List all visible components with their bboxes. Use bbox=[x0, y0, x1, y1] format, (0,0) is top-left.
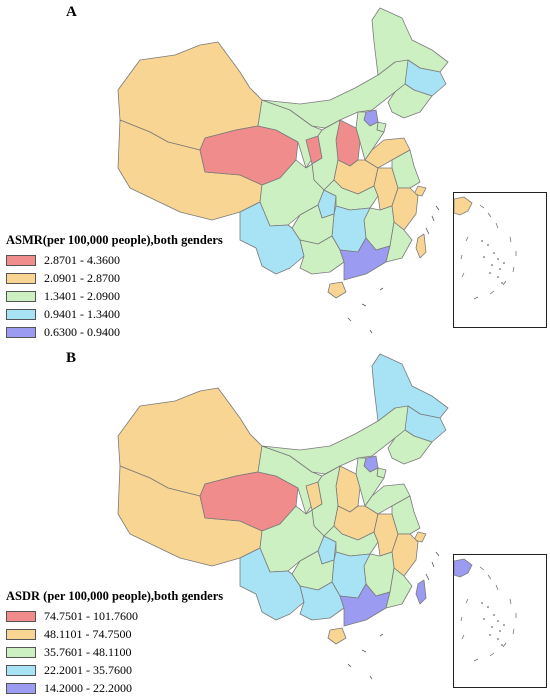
region-jiangsu bbox=[391, 149, 421, 189]
legend-a-swatch bbox=[6, 272, 36, 284]
region-yunnan bbox=[239, 201, 305, 275]
inset-coast-b bbox=[453, 558, 473, 578]
legend-b-swatch bbox=[6, 610, 36, 622]
legend-b-label: 14.2000 - 22.2000 bbox=[44, 680, 132, 695]
panel-b: B ASDR (per 100,000 people),both genders… bbox=[0, 346, 550, 695]
legend-b-label: 22.2001 - 35.7600 bbox=[44, 662, 132, 677]
coastline-island-a1 bbox=[347, 205, 440, 334]
legend-a-title: ASMR(per 100,000 people),both genders bbox=[6, 233, 223, 247]
legend-b-item: 22.2001 - 35.7600 bbox=[6, 662, 223, 678]
china-map-a bbox=[117, 7, 449, 334]
legend-a-label: 0.9401 - 1.3400 bbox=[44, 306, 120, 321]
panel-b-letter: B bbox=[66, 350, 77, 366]
south-china-sea-inset-a bbox=[453, 192, 547, 328]
legend-a-swatch bbox=[6, 326, 36, 338]
legend-b-item: 74.7501 - 101.7600 bbox=[6, 608, 223, 624]
legend-b-item: 14.2000 - 22.2000 bbox=[6, 680, 223, 696]
inset-islands-a bbox=[481, 240, 505, 284]
region-taiwan bbox=[415, 579, 427, 605]
legend-a-label: 2.8701 - 4.3600 bbox=[44, 252, 120, 267]
region-yunnan bbox=[239, 547, 305, 621]
china-map-b bbox=[117, 353, 449, 680]
inset-islands-b bbox=[481, 602, 505, 646]
legend-a-label: 2.0901 - 2.8700 bbox=[44, 270, 120, 285]
region-guangxi bbox=[299, 235, 345, 275]
legend-a-swatch bbox=[6, 308, 36, 320]
legend-b-label: 35.7601 - 48.1100 bbox=[44, 644, 132, 659]
region-shandong bbox=[364, 483, 411, 515]
inset-map-b bbox=[453, 558, 517, 662]
inset-dash-line-b bbox=[460, 566, 517, 662]
region-liaoning bbox=[387, 429, 433, 465]
inset-dash-line-a bbox=[460, 204, 517, 300]
inset-map-a bbox=[453, 196, 517, 300]
legend-a-item: 2.0901 - 2.8700 bbox=[6, 270, 223, 286]
region-shandong bbox=[364, 137, 411, 169]
panel-a: A ASMR(per 100,000 people),both genders … bbox=[0, 0, 550, 346]
region-shanghai bbox=[413, 185, 427, 197]
legend-a-item: 0.6300 - 0.9400 bbox=[6, 324, 223, 340]
south-china-sea-inset-b bbox=[453, 554, 547, 688]
region-hainan bbox=[327, 281, 347, 299]
legend-a-label: 1.3401 - 2.0900 bbox=[44, 288, 120, 303]
legend-a-item: 2.8701 - 4.3600 bbox=[6, 252, 223, 268]
legend-b-label: 48.1101 - 74.7500 bbox=[44, 626, 132, 641]
inset-coast-a bbox=[453, 196, 473, 216]
legend-b-swatch bbox=[6, 664, 36, 676]
region-shanghai bbox=[413, 531, 427, 543]
legend-b-swatch bbox=[6, 628, 36, 640]
legend-b-item: 48.1101 - 74.7500 bbox=[6, 626, 223, 642]
panel-a-letter: A bbox=[66, 4, 77, 20]
legend-a: ASMR(per 100,000 people),both genders 2.… bbox=[6, 233, 223, 342]
region-liaoning bbox=[387, 83, 433, 119]
legend-a-item: 1.3401 - 2.0900 bbox=[6, 288, 223, 304]
region-fujian bbox=[385, 221, 413, 263]
legend-a-item: 0.9401 - 1.3400 bbox=[6, 306, 223, 322]
region-hainan bbox=[327, 627, 347, 645]
region-fujian bbox=[385, 567, 413, 609]
legend-b-item: 35.7601 - 48.1100 bbox=[6, 644, 223, 660]
legend-a-label: 0.6300 - 0.9400 bbox=[44, 324, 120, 339]
legend-b-title: ASDR (per 100,000 people),both genders bbox=[6, 589, 224, 603]
legend-a-swatch bbox=[6, 290, 36, 302]
coastline-island-b1 bbox=[347, 551, 440, 680]
legend-b-label: 74.7501 - 101.7600 bbox=[44, 608, 138, 623]
region-jiangsu bbox=[391, 495, 421, 535]
region-taiwan bbox=[415, 233, 427, 259]
legend-b: ASDR (per 100,000 people),both genders 7… bbox=[6, 589, 223, 698]
region-guangxi bbox=[299, 581, 345, 621]
legend-b-swatch bbox=[6, 646, 36, 658]
legend-a-swatch bbox=[6, 254, 36, 266]
